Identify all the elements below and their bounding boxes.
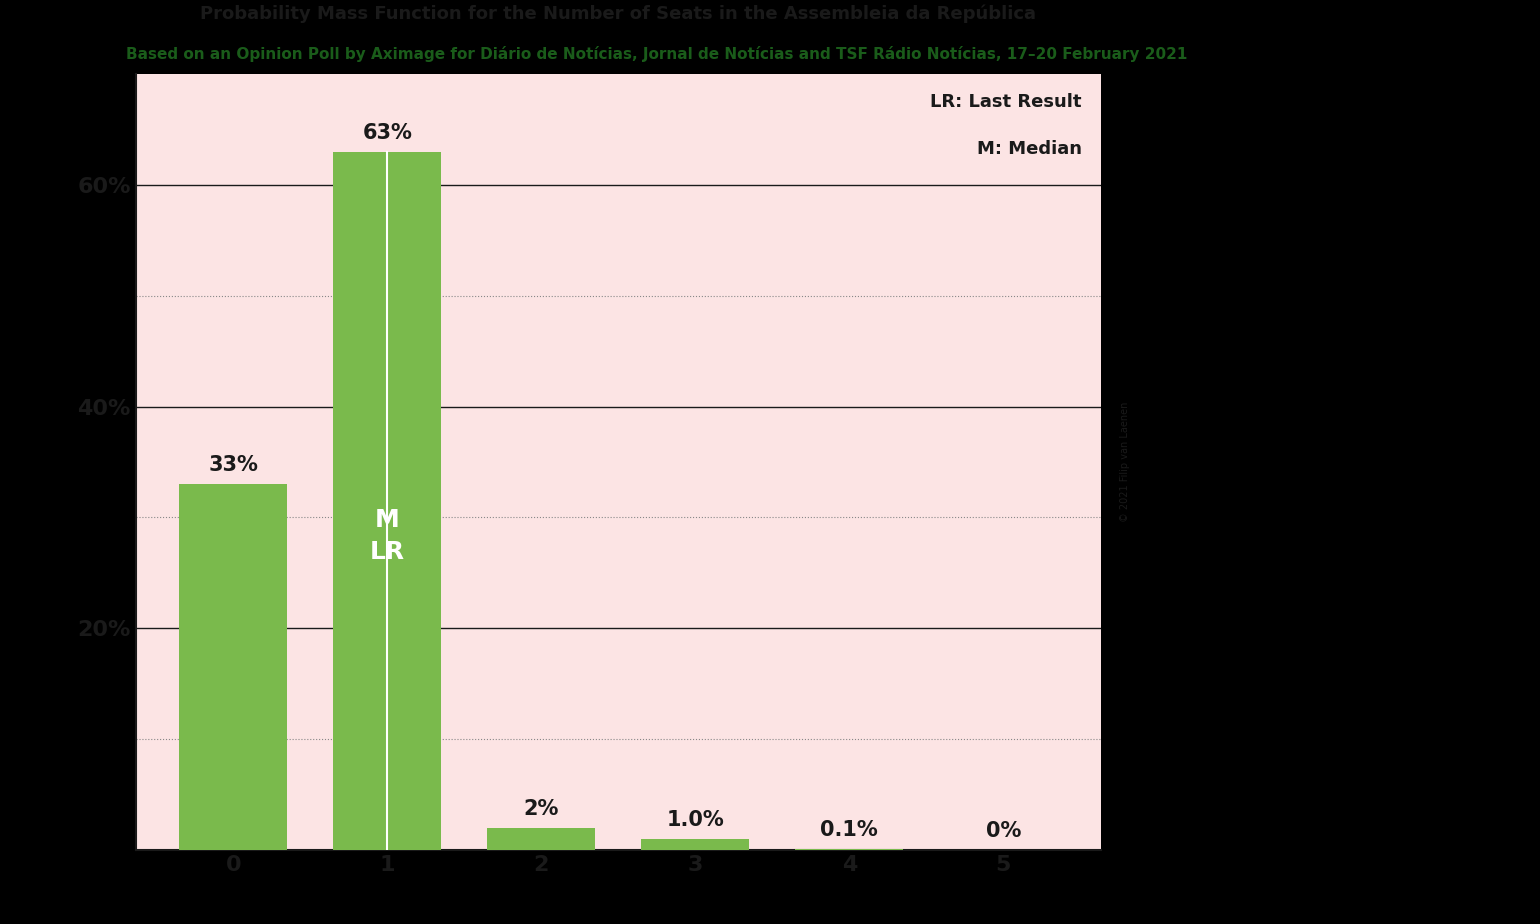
Bar [487,828,594,850]
Bar [333,152,440,850]
Text: 0%: 0% [986,821,1021,841]
Bar [179,484,286,850]
Text: 63%: 63% [362,123,413,142]
Text: 2%: 2% [524,799,559,819]
Text: LR: Last Result: LR: Last Result [930,93,1081,111]
Text: 0.1%: 0.1% [821,821,878,840]
Text: © 2021 Filip van Laenen: © 2021 Filip van Laenen [1121,402,1130,522]
Bar [641,839,748,850]
Bar [795,849,902,850]
Text: Probability Mass Function for the Number of Seats in the Assembleia da República: Probability Mass Function for the Number… [200,5,1036,23]
Text: 1.0%: 1.0% [667,810,724,830]
Text: 33%: 33% [208,456,259,475]
Text: M: Median: M: Median [976,140,1081,158]
Text: M
LR: M LR [370,508,405,564]
Text: Based on an Opinion Poll by Aximage for Diário de Notícias, Jornal de Notícias a: Based on an Opinion Poll by Aximage for … [126,46,1187,62]
